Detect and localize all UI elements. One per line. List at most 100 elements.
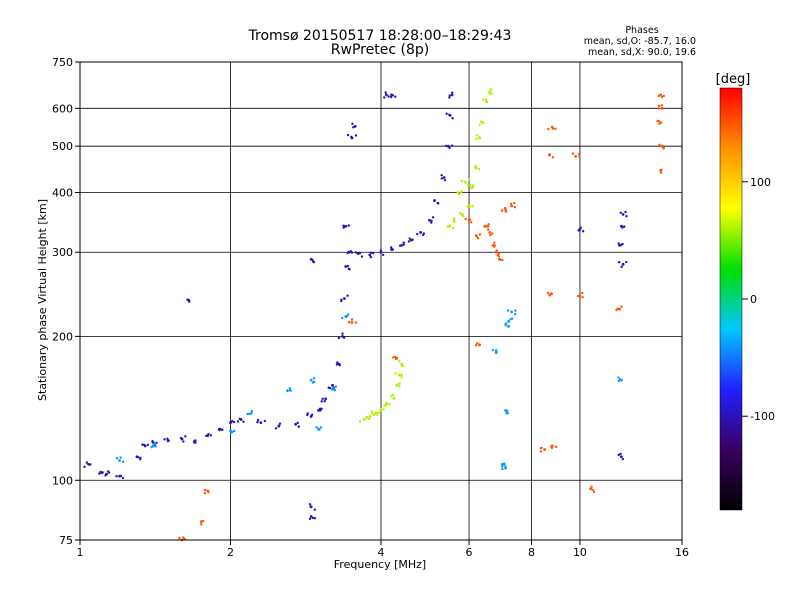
data-point — [547, 127, 550, 131]
data-point — [389, 95, 393, 99]
data-point — [458, 211, 462, 215]
data-point — [348, 268, 351, 271]
data-point — [401, 365, 404, 368]
data-point — [450, 144, 454, 147]
data-point — [337, 336, 341, 340]
data-point — [338, 363, 341, 367]
data-point — [657, 104, 661, 108]
data-point — [384, 93, 388, 97]
data-point — [397, 373, 401, 377]
data-point — [574, 154, 577, 158]
data-point — [493, 241, 496, 244]
data-point — [313, 516, 317, 520]
data-point — [442, 176, 446, 179]
data-point — [249, 412, 253, 415]
data-point — [344, 224, 348, 228]
data-point — [430, 219, 433, 223]
data-point — [201, 519, 205, 523]
data-point — [623, 225, 626, 228]
data-point — [192, 440, 196, 444]
data-point — [294, 422, 298, 426]
data-point — [320, 400, 323, 403]
data-point — [379, 249, 383, 252]
data-point — [341, 316, 344, 320]
data-point — [589, 487, 592, 491]
data-point — [119, 456, 122, 459]
data-point — [550, 445, 553, 448]
data-point — [121, 476, 125, 480]
data-point — [499, 258, 502, 261]
data-point — [504, 465, 507, 468]
data-point — [543, 448, 547, 451]
y-tick-label: 400 — [52, 186, 73, 199]
data-point — [624, 260, 628, 264]
data-point — [345, 314, 349, 318]
data-point — [551, 127, 555, 130]
data-point — [501, 464, 504, 468]
data-point — [660, 95, 664, 99]
data-point — [362, 418, 366, 421]
data-point — [398, 385, 401, 388]
data-point — [89, 463, 92, 466]
y-tick-label: 300 — [52, 246, 73, 259]
data-point — [367, 417, 371, 421]
data-point — [308, 517, 312, 520]
data-point — [379, 251, 383, 254]
data-point — [578, 155, 581, 158]
data-point — [199, 520, 203, 523]
data-point — [448, 146, 451, 150]
data-point — [343, 297, 346, 300]
data-point — [286, 389, 289, 393]
data-point — [209, 434, 213, 437]
data-point — [503, 206, 507, 210]
data-point — [288, 388, 292, 392]
data-point — [617, 260, 621, 264]
data-point — [490, 88, 493, 91]
data-point — [507, 319, 511, 323]
y-axis-label: Stationary phase Virtual Height [km] — [36, 199, 49, 401]
data-point — [333, 389, 337, 392]
colorbar-tick-label: -100 — [750, 410, 775, 423]
data-point — [394, 372, 397, 375]
data-point — [616, 307, 620, 310]
data-point — [577, 152, 581, 156]
data-point — [476, 342, 479, 345]
data-point — [344, 265, 348, 268]
data-point — [375, 411, 378, 415]
data-point — [448, 96, 451, 99]
data-point — [440, 174, 443, 177]
data-point — [468, 178, 471, 181]
data-point — [453, 220, 456, 223]
data-point — [408, 237, 411, 240]
data-point — [385, 404, 388, 407]
data-point — [85, 461, 89, 464]
data-point — [502, 462, 506, 465]
data-point — [486, 100, 489, 104]
data-point — [474, 344, 478, 347]
data-point — [218, 428, 221, 432]
data-point — [323, 400, 326, 403]
data-point — [507, 309, 510, 312]
data-point — [354, 125, 357, 128]
data-point — [200, 523, 203, 526]
data-point — [451, 226, 455, 230]
data-point — [509, 318, 512, 321]
data-point — [391, 393, 395, 397]
data-point — [475, 134, 479, 137]
data-point — [539, 450, 543, 453]
data-point — [579, 226, 582, 229]
data-point — [482, 98, 485, 101]
data-point — [288, 387, 292, 390]
data-point — [660, 106, 664, 110]
data-point — [590, 485, 593, 488]
data-point — [308, 503, 312, 506]
data-point — [448, 94, 451, 97]
data-point — [483, 225, 486, 228]
data-point — [274, 427, 278, 430]
data-point — [487, 225, 490, 228]
data-point — [468, 205, 471, 208]
data-point — [336, 361, 339, 364]
data-point — [115, 475, 118, 478]
data-point — [184, 435, 187, 438]
